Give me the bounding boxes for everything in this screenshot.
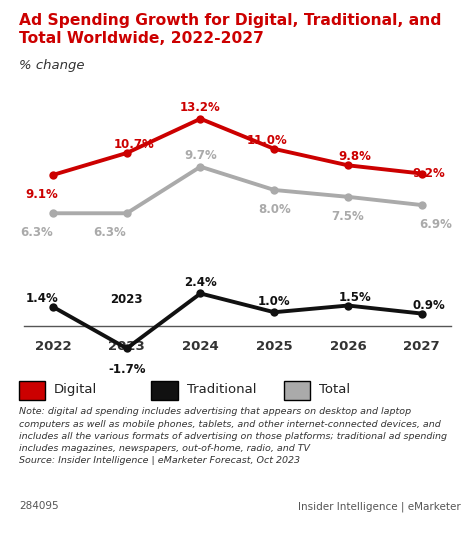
Text: 1.5%: 1.5% [338,291,371,304]
Text: 1.4%: 1.4% [25,292,58,305]
Text: Digital: Digital [54,383,97,397]
Text: 9.1%: 9.1% [25,188,58,201]
Text: 1.0%: 1.0% [258,295,290,308]
Text: 9.7%: 9.7% [184,149,217,162]
Text: 13.2%: 13.2% [180,101,221,114]
FancyBboxPatch shape [284,381,310,400]
Text: 6.9%: 6.9% [419,218,452,231]
Text: 2024: 2024 [182,340,219,353]
Text: 11.0%: 11.0% [247,134,288,147]
Text: -1.7%: -1.7% [108,363,146,376]
Text: Traditional: Traditional [187,383,256,397]
Text: Total: Total [319,383,350,397]
Text: 6.3%: 6.3% [94,226,126,239]
Text: 7.5%: 7.5% [332,210,364,223]
Text: 2023: 2023 [110,293,143,306]
Text: 2025: 2025 [256,340,292,353]
Text: 2.4%: 2.4% [184,276,217,289]
Text: 2023: 2023 [109,340,145,353]
FancyBboxPatch shape [151,381,178,400]
Text: % change: % change [19,59,84,72]
Text: 8.0%: 8.0% [258,203,290,216]
Text: Ad Spending Growth for Digital, Traditional, and
Total Worldwide, 2022-2027: Ad Spending Growth for Digital, Traditio… [19,13,441,47]
Text: 2022: 2022 [35,340,71,353]
Text: 0.9%: 0.9% [412,299,445,312]
Text: Insider Intelligence | eMarketer: Insider Intelligence | eMarketer [298,501,461,511]
Text: Note: digital ad spending includes advertising that appears on desktop and lapto: Note: digital ad spending includes adver… [19,407,447,465]
Text: 9.2%: 9.2% [412,167,445,180]
Text: 6.3%: 6.3% [20,226,53,239]
Text: 284095: 284095 [19,501,58,511]
Text: 9.8%: 9.8% [338,151,371,163]
Text: 2027: 2027 [403,340,440,353]
Text: 2026: 2026 [329,340,366,353]
Text: 10.7%: 10.7% [113,138,154,151]
FancyBboxPatch shape [19,381,45,400]
